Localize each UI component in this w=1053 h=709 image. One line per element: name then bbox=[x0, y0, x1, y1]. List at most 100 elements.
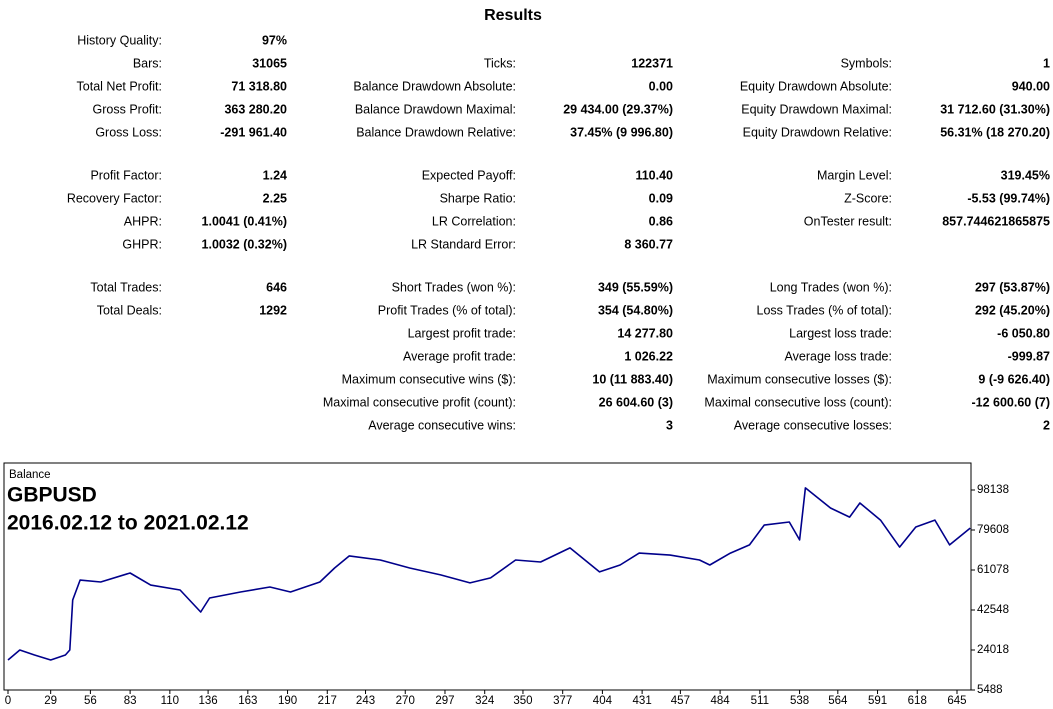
stat-value: 29 434.00 (29.37%) bbox=[563, 102, 673, 116]
stat-value: -999.87 bbox=[1008, 349, 1050, 363]
stat-label: Largest profit trade: bbox=[408, 326, 516, 340]
x-tick-label: 511 bbox=[751, 695, 769, 707]
x-tick-label: 618 bbox=[908, 695, 927, 707]
stat-label: LR Standard Error: bbox=[411, 237, 516, 251]
x-tick-label: 217 bbox=[318, 695, 337, 707]
stat-label: Margin Level: bbox=[817, 168, 892, 182]
x-tick-label: 0 bbox=[5, 695, 11, 707]
x-tick-label: 591 bbox=[868, 695, 887, 707]
chart-frame bbox=[3, 462, 972, 691]
stat-label: OnTester result: bbox=[804, 214, 892, 228]
stat-value: 10 (11 883.40) bbox=[592, 372, 673, 386]
y-tick-label: 79608 bbox=[977, 524, 1009, 536]
stat-value: 0.86 bbox=[649, 214, 673, 228]
stat-value: 940.00 bbox=[1012, 79, 1050, 93]
stat-value: 26 604.60 (3) bbox=[599, 395, 673, 409]
x-tick-label: 56 bbox=[84, 695, 97, 707]
stat-label: Average consecutive losses: bbox=[734, 418, 892, 432]
stat-value: 2.25 bbox=[263, 191, 287, 205]
stat-value: 9 (-9 626.40) bbox=[978, 372, 1050, 386]
stat-value: 2 bbox=[1043, 418, 1050, 432]
x-tick-label: 404 bbox=[593, 695, 613, 707]
stat-label: Largest loss trade: bbox=[789, 326, 892, 340]
stat-label: Loss Trades (% of total): bbox=[757, 303, 892, 317]
stat-value: 3 bbox=[666, 418, 673, 432]
stat-value: 349 (55.59%) bbox=[598, 280, 673, 294]
stat-value: 292 (45.20%) bbox=[975, 303, 1050, 317]
stat-label: Profit Trades (% of total): bbox=[378, 303, 516, 317]
stat-label: Equity Drawdown Relative: bbox=[743, 125, 892, 139]
x-tick-label: 350 bbox=[513, 695, 532, 707]
stat-label: Maximal consecutive loss (count): bbox=[704, 395, 892, 409]
stat-label: GHPR: bbox=[122, 237, 162, 251]
stat-value: 319.45% bbox=[1001, 168, 1050, 182]
stat-value: 1.0041 (0.41%) bbox=[202, 214, 287, 228]
stat-label: Balance Drawdown Relative: bbox=[356, 125, 516, 139]
stat-value: 1 bbox=[1043, 56, 1050, 70]
stat-value: 857.744621865875 bbox=[942, 214, 1050, 228]
x-tick-label: 136 bbox=[199, 695, 218, 707]
x-tick-label: 110 bbox=[161, 695, 179, 707]
x-tick-label: 29 bbox=[44, 695, 57, 707]
stat-value: -12 600.60 (7) bbox=[971, 395, 1050, 409]
stat-label: Total Net Profit: bbox=[77, 79, 162, 93]
stat-value: 1 026.22 bbox=[624, 349, 673, 363]
stat-label: Equity Drawdown Absolute: bbox=[740, 79, 892, 93]
stat-label: AHPR: bbox=[124, 214, 162, 228]
stat-value: 0.00 bbox=[649, 79, 673, 93]
x-tick-label: 377 bbox=[553, 695, 572, 707]
stat-value: -5.53 (99.74%) bbox=[967, 191, 1050, 205]
stat-label: History Quality: bbox=[77, 33, 162, 47]
stat-label: Gross Profit: bbox=[93, 102, 162, 116]
y-tick-label: 61078 bbox=[977, 564, 1009, 576]
stat-label: Short Trades (won %): bbox=[392, 280, 516, 294]
x-tick-label: 538 bbox=[790, 695, 809, 707]
stat-label: LR Correlation: bbox=[432, 214, 516, 228]
stat-label: Long Trades (won %): bbox=[770, 280, 892, 294]
stat-value: 0.09 bbox=[649, 191, 673, 205]
y-tick-label: 24018 bbox=[977, 644, 1009, 656]
stat-label: Ticks: bbox=[484, 56, 516, 70]
stat-label: Gross Loss: bbox=[95, 125, 162, 139]
legend-label: Balance bbox=[9, 469, 51, 481]
stat-label: Sharpe Ratio: bbox=[440, 191, 516, 205]
stat-label: Average consecutive wins: bbox=[368, 418, 516, 432]
stat-value: 646 bbox=[266, 280, 287, 294]
stat-value: 71 318.80 bbox=[231, 79, 287, 93]
stat-value: 1.24 bbox=[263, 168, 287, 182]
stat-label: Balance Drawdown Maximal: bbox=[355, 102, 516, 116]
x-tick-label: 324 bbox=[475, 695, 495, 707]
stat-value: 31 712.60 (31.30%) bbox=[940, 102, 1050, 116]
stat-label: Recovery Factor: bbox=[67, 191, 162, 205]
x-tick-label: 645 bbox=[947, 695, 966, 707]
y-tick-label: 42548 bbox=[977, 604, 1009, 616]
x-tick-label: 190 bbox=[278, 695, 297, 707]
stat-value: 1.0032 (0.32%) bbox=[202, 237, 287, 251]
stat-value: 122371 bbox=[631, 56, 673, 70]
x-tick-label: 484 bbox=[711, 695, 731, 707]
stat-label: Maximum consecutive wins ($): bbox=[342, 372, 516, 386]
stat-value: 8 360.77 bbox=[624, 237, 673, 251]
report-title: Results bbox=[484, 7, 542, 24]
balance-line bbox=[7, 487, 971, 661]
y-tick-label: 98138 bbox=[977, 484, 1009, 496]
x-tick-label: 163 bbox=[238, 695, 257, 707]
stat-label: Total Deals: bbox=[97, 303, 162, 317]
stat-value: 31065 bbox=[252, 56, 287, 70]
stat-value: 363 280.20 bbox=[224, 102, 287, 116]
stat-label: Profit Factor: bbox=[90, 168, 162, 182]
stat-label: Balance Drawdown Absolute: bbox=[353, 79, 516, 93]
stat-label: Maximum consecutive losses ($): bbox=[707, 372, 892, 386]
x-tick-label: 457 bbox=[671, 695, 690, 707]
x-tick-label: 270 bbox=[396, 695, 415, 707]
stat-value: 1292 bbox=[259, 303, 287, 317]
chart-title: GBPUSD bbox=[7, 484, 97, 507]
x-tick-label: 83 bbox=[124, 695, 137, 707]
stat-value: -291 961.40 bbox=[220, 125, 287, 139]
y-tick-label: 5488 bbox=[977, 684, 1003, 696]
stat-label: Equity Drawdown Maximal: bbox=[741, 102, 892, 116]
stat-value: 56.31% (18 270.20) bbox=[940, 125, 1050, 139]
chart-subtitle: 2016.02.12 to 2021.02.12 bbox=[7, 512, 249, 535]
x-tick-label: 431 bbox=[633, 695, 652, 707]
